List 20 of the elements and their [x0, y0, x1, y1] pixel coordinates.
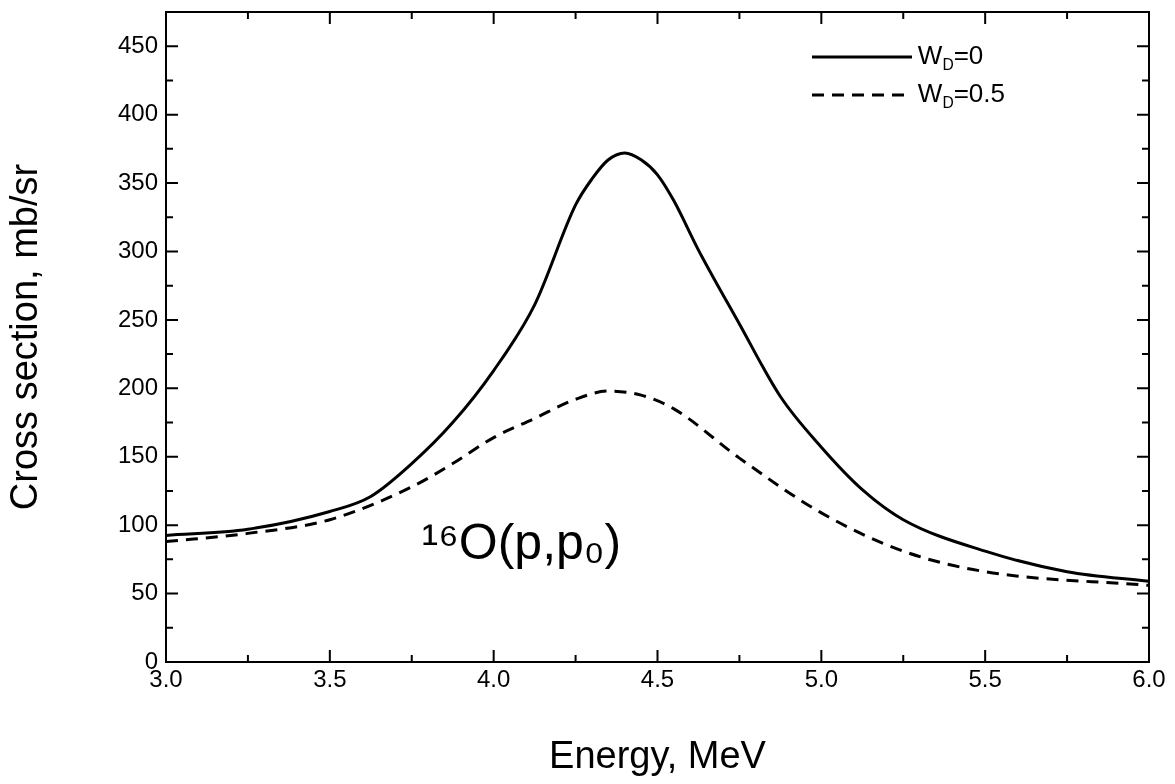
- y-tick-label: 350: [117, 167, 158, 195]
- x-tick-label: 4.0: [476, 664, 511, 692]
- y-tick-label: 400: [117, 99, 158, 127]
- legend-label: W$_{D}$=0.5: [917, 77, 1005, 113]
- x-tick-label: 6.0: [1132, 664, 1166, 692]
- y-tick-label: 300: [117, 236, 158, 264]
- legend-label: W$_{D}$=0: [917, 39, 984, 75]
- y-tick-label: 450: [117, 30, 158, 58]
- x-tick-label: 3.5: [313, 664, 347, 692]
- x-tick-label: 5.0: [804, 664, 839, 692]
- y-tick-label: 250: [117, 304, 158, 332]
- x-axis-title: Energy, MeV: [549, 733, 767, 776]
- y-tick-label: 100: [117, 509, 158, 537]
- x-tick-label: 4.5: [640, 664, 675, 692]
- y-axis-title: Cross section, mb/sr: [3, 163, 46, 511]
- y-tick-label: 150: [117, 441, 158, 469]
- annotation: ¹⁶O(p,p₀): [421, 512, 622, 571]
- y-tick-label: 50: [131, 578, 158, 606]
- x-tick-label: 5.5: [968, 664, 1002, 692]
- y-tick-label: 200: [117, 372, 158, 400]
